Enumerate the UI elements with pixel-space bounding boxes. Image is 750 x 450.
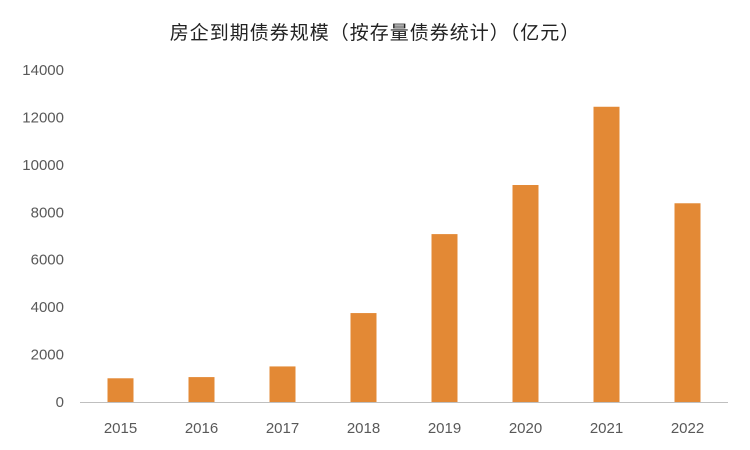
bar-2017 xyxy=(269,366,296,402)
x-tick-label: 2019 xyxy=(428,420,461,437)
y-tick-label: 6000 xyxy=(31,252,64,269)
x-tick-label: 2016 xyxy=(185,420,218,437)
y-tick-label: 8000 xyxy=(31,204,64,221)
bar-2019 xyxy=(431,234,458,402)
y-tick-label: 4000 xyxy=(31,299,64,316)
x-tick-label: 2017 xyxy=(266,420,299,437)
bar-2016 xyxy=(188,377,215,402)
y-tick-label: 0 xyxy=(56,394,64,411)
bar-2020 xyxy=(512,185,539,402)
chart-title: 房企到期债券规模（按存量债券统计）（亿元） xyxy=(169,22,581,44)
bar-2022 xyxy=(674,203,701,402)
bar-series xyxy=(107,106,701,402)
y-tick-label: 2000 xyxy=(31,347,64,364)
x-tick-label: 2021 xyxy=(590,420,623,437)
x-tick-label: 2018 xyxy=(347,420,380,437)
y-tick-label: 12000 xyxy=(22,109,64,126)
x-tick-label: 2020 xyxy=(509,420,542,437)
y-tick-label: 14000 xyxy=(22,62,64,79)
y-axis-labels: 0 2000 4000 6000 8000 10000 12000 14000 xyxy=(22,62,64,411)
bar-2015 xyxy=(107,378,134,402)
bar-2021 xyxy=(593,106,620,402)
x-tick-label: 2022 xyxy=(671,420,704,437)
y-tick-label: 10000 xyxy=(22,157,64,174)
x-axis-labels: 2015 2016 2017 2018 2019 2020 2021 2022 xyxy=(104,420,704,437)
x-tick-label: 2015 xyxy=(104,420,137,437)
bar-2018 xyxy=(350,313,377,402)
